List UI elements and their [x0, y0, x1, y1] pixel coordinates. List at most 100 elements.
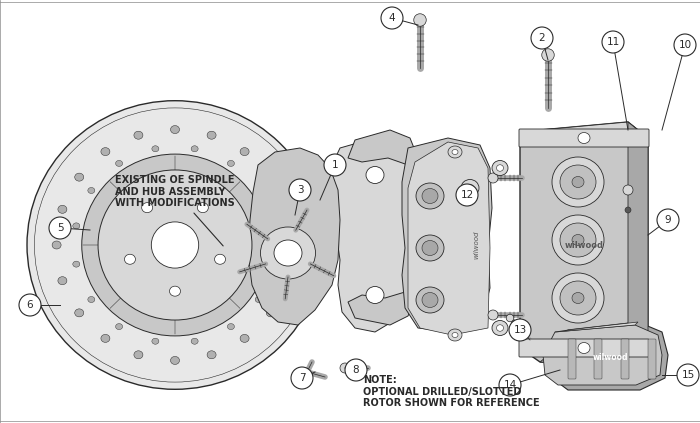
- Ellipse shape: [283, 205, 292, 213]
- Text: 8: 8: [353, 365, 359, 375]
- Ellipse shape: [560, 281, 596, 315]
- Ellipse shape: [58, 277, 67, 285]
- Ellipse shape: [152, 146, 159, 152]
- Ellipse shape: [496, 325, 503, 331]
- Circle shape: [49, 217, 71, 239]
- Ellipse shape: [506, 314, 514, 322]
- Ellipse shape: [366, 167, 384, 184]
- Circle shape: [291, 367, 313, 389]
- Ellipse shape: [422, 189, 438, 203]
- Ellipse shape: [625, 207, 631, 213]
- Ellipse shape: [461, 179, 479, 197]
- Polygon shape: [402, 138, 492, 332]
- Polygon shape: [348, 292, 415, 325]
- Ellipse shape: [151, 222, 199, 268]
- Ellipse shape: [448, 146, 462, 158]
- Ellipse shape: [101, 335, 110, 342]
- Text: wilwood: wilwood: [564, 241, 603, 250]
- Ellipse shape: [496, 165, 503, 171]
- Ellipse shape: [422, 241, 438, 255]
- Ellipse shape: [207, 351, 216, 359]
- Ellipse shape: [266, 309, 275, 317]
- Ellipse shape: [171, 357, 179, 365]
- Ellipse shape: [75, 309, 84, 317]
- FancyBboxPatch shape: [594, 339, 602, 379]
- Ellipse shape: [578, 132, 590, 143]
- Ellipse shape: [366, 286, 384, 303]
- FancyBboxPatch shape: [648, 339, 656, 379]
- Ellipse shape: [75, 173, 84, 181]
- Polygon shape: [248, 148, 340, 325]
- Ellipse shape: [155, 222, 291, 344]
- Polygon shape: [540, 346, 648, 368]
- Circle shape: [289, 179, 311, 201]
- Ellipse shape: [422, 292, 438, 308]
- Ellipse shape: [73, 261, 80, 267]
- Ellipse shape: [118, 192, 272, 334]
- FancyBboxPatch shape: [568, 339, 576, 379]
- Text: 11: 11: [606, 37, 620, 47]
- Ellipse shape: [240, 335, 249, 342]
- Circle shape: [602, 31, 624, 53]
- Ellipse shape: [414, 14, 426, 26]
- Ellipse shape: [623, 185, 633, 195]
- Polygon shape: [408, 142, 490, 335]
- Circle shape: [531, 27, 553, 49]
- Ellipse shape: [139, 213, 256, 315]
- Polygon shape: [332, 138, 418, 332]
- Ellipse shape: [134, 131, 143, 139]
- Polygon shape: [540, 122, 648, 146]
- Ellipse shape: [542, 49, 554, 61]
- Circle shape: [456, 184, 478, 206]
- Ellipse shape: [260, 227, 316, 279]
- Ellipse shape: [101, 148, 110, 156]
- Ellipse shape: [488, 173, 498, 183]
- Text: 14: 14: [503, 380, 517, 390]
- Ellipse shape: [197, 203, 209, 213]
- Ellipse shape: [152, 338, 159, 344]
- FancyBboxPatch shape: [519, 129, 649, 147]
- Ellipse shape: [552, 273, 604, 323]
- Ellipse shape: [191, 146, 198, 152]
- Ellipse shape: [228, 324, 234, 330]
- Ellipse shape: [116, 160, 122, 166]
- Ellipse shape: [98, 170, 252, 320]
- Ellipse shape: [134, 351, 143, 359]
- Text: 13: 13: [513, 325, 526, 335]
- Circle shape: [674, 34, 696, 56]
- Ellipse shape: [452, 332, 458, 338]
- FancyBboxPatch shape: [519, 339, 649, 357]
- Text: wilwood: wilwood: [592, 354, 628, 363]
- Ellipse shape: [116, 324, 122, 330]
- Text: 9: 9: [665, 215, 671, 225]
- Ellipse shape: [416, 235, 444, 261]
- Ellipse shape: [452, 149, 458, 154]
- Ellipse shape: [283, 277, 292, 285]
- Ellipse shape: [572, 176, 584, 187]
- Ellipse shape: [466, 184, 474, 192]
- Ellipse shape: [552, 215, 604, 265]
- Ellipse shape: [572, 234, 584, 245]
- Text: 15: 15: [681, 370, 694, 380]
- Ellipse shape: [240, 148, 249, 156]
- Ellipse shape: [552, 157, 604, 207]
- Text: EXISTING OE SPINDLE
AND HUB ASSEMBLY
WITH MODIFICATIONS: EXISTING OE SPINDLE AND HUB ASSEMBLY WIT…: [115, 175, 234, 246]
- Ellipse shape: [27, 101, 323, 389]
- Ellipse shape: [256, 297, 262, 302]
- Ellipse shape: [125, 254, 136, 264]
- Circle shape: [19, 294, 41, 316]
- Ellipse shape: [52, 241, 61, 249]
- FancyBboxPatch shape: [621, 339, 629, 379]
- Ellipse shape: [73, 223, 80, 229]
- Ellipse shape: [492, 321, 508, 335]
- Text: 5: 5: [57, 223, 63, 233]
- Text: 7: 7: [299, 373, 305, 383]
- Ellipse shape: [82, 154, 268, 336]
- Polygon shape: [520, 122, 648, 368]
- Text: 2: 2: [539, 33, 545, 43]
- Ellipse shape: [416, 183, 444, 209]
- Ellipse shape: [172, 242, 222, 286]
- Circle shape: [324, 154, 346, 176]
- Ellipse shape: [88, 297, 94, 302]
- Ellipse shape: [228, 160, 234, 166]
